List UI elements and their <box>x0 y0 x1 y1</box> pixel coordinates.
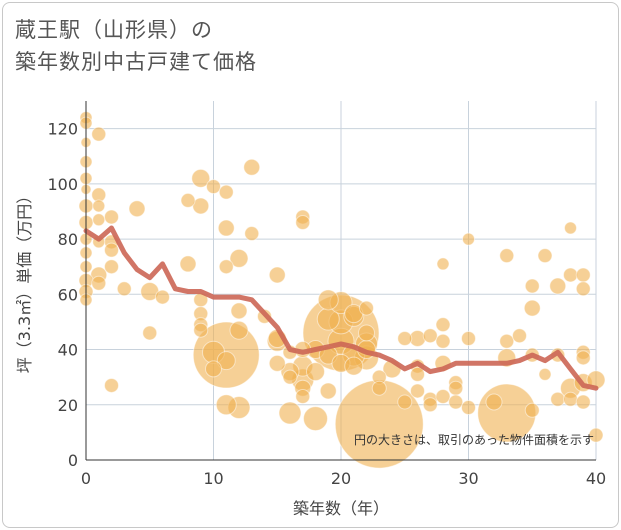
transaction-bubble <box>410 366 425 382</box>
y-axis-label: 坪（3.3㎡）単価（万円） <box>15 188 34 373</box>
transaction-bubble <box>461 400 476 416</box>
transaction-bubble <box>243 158 261 176</box>
transaction-bubble <box>104 377 119 393</box>
transaction-bubble <box>436 257 450 271</box>
chart-title: 蔵王駅（山形県）の 築年数別中古戸建て価格 <box>15 14 257 78</box>
transaction-bubble <box>422 328 438 344</box>
x-tick-label: 30 <box>458 469 478 488</box>
transaction-bubble <box>104 209 119 225</box>
transaction-bubble <box>575 281 591 297</box>
transaction-bubble <box>344 356 364 376</box>
bubble-size-note: 円の大きさは、取引のあった物件面積を示す <box>354 432 594 447</box>
transaction-bubble <box>524 402 540 418</box>
transaction-bubble <box>92 213 106 227</box>
transaction-bubble <box>116 281 132 297</box>
transaction-bubble <box>512 328 527 344</box>
transaction-bubble <box>448 380 464 396</box>
transaction-bubble <box>448 394 464 410</box>
transaction-bubble <box>462 232 475 246</box>
transaction-bubble <box>575 394 591 410</box>
transaction-bubble <box>128 200 146 218</box>
average-price-line <box>83 225 599 391</box>
transaction-bubble <box>575 350 591 366</box>
transaction-bubble <box>422 397 438 413</box>
y-tick-label: 120 <box>47 120 78 139</box>
transaction-bubble <box>244 226 260 242</box>
transaction-bubble <box>303 406 328 432</box>
transaction-bubble <box>359 300 374 316</box>
transaction-bubble <box>193 322 209 338</box>
transaction-bubble <box>358 324 375 342</box>
y-tick-label: 0 <box>68 451 78 470</box>
transaction-bubble <box>216 351 236 371</box>
transaction-bubble <box>550 391 566 407</box>
x-tick-label: 0 <box>81 469 91 488</box>
chart-title-line1: 蔵王駅（山形県）の <box>15 18 213 42</box>
transaction-bubble <box>205 360 222 378</box>
transaction-bubble <box>104 259 119 275</box>
transaction-bubble <box>461 330 476 346</box>
transaction-bubble <box>563 391 578 407</box>
transaction-bubble <box>435 317 451 333</box>
transaction-bubble <box>371 380 387 396</box>
transaction-bubble <box>104 242 119 258</box>
transaction-bubble <box>191 168 211 188</box>
transaction-bubble <box>230 302 248 320</box>
transaction-bubble <box>537 248 553 264</box>
transaction-bubble <box>206 179 221 195</box>
transaction-bubble <box>218 184 234 200</box>
transaction-bubble <box>563 267 578 283</box>
transaction-bubble <box>410 383 425 399</box>
transaction-bubble <box>538 367 552 381</box>
transaction-bubble <box>397 330 413 346</box>
transaction-bubble <box>282 369 298 385</box>
transaction-bubble <box>268 354 286 372</box>
transaction-bubble <box>229 320 249 340</box>
transaction-bubble <box>229 248 249 268</box>
y-tick-label: 80 <box>58 230 78 249</box>
x-tick-label: 10 <box>203 469 223 488</box>
transaction-bubble <box>180 192 196 208</box>
transaction-bubble <box>91 126 107 142</box>
y-tick-label: 60 <box>58 285 78 304</box>
y-tick-label: 20 <box>58 396 78 415</box>
transaction-bubble <box>91 275 107 291</box>
transaction-bubble <box>588 427 604 443</box>
transaction-bubble <box>523 299 541 317</box>
transaction-bubble <box>524 278 540 294</box>
transaction-bubble <box>268 266 286 284</box>
transaction-bubble <box>499 248 515 264</box>
x-tick-label: 20 <box>331 469 351 488</box>
transaction-bubble <box>278 401 302 425</box>
transaction-bubble <box>397 394 413 410</box>
transaction-bubble <box>549 277 567 295</box>
axes: 0 10 20 30 40 0 20 40 60 80 100 120 <box>47 101 606 488</box>
transaction-bubble <box>179 255 197 273</box>
chart-title-line2: 築年数別中古戸建て価格 <box>15 50 257 74</box>
transaction-bubble <box>92 199 106 213</box>
transaction-bubble <box>435 388 451 404</box>
transaction-bubble <box>499 333 515 349</box>
transaction-bubble <box>218 259 234 275</box>
transaction-bubble <box>295 215 311 231</box>
transaction-bubble <box>564 221 577 235</box>
transaction-bubble <box>295 388 311 404</box>
transaction-bubble <box>575 267 591 283</box>
y-tick-label: 100 <box>47 175 78 194</box>
transaction-bubble <box>155 289 170 305</box>
x-axis-label: 築年数（年） <box>293 499 389 518</box>
transaction-bubble <box>319 382 337 400</box>
transaction-bubble <box>317 289 339 311</box>
transaction-bubble <box>217 219 235 237</box>
x-tick-label: 40 <box>586 469 606 488</box>
y-tick-label: 40 <box>58 341 78 360</box>
transaction-bubble <box>142 325 158 341</box>
transaction-bubble <box>306 362 325 382</box>
transaction-bubble <box>215 394 237 416</box>
transaction-bubble <box>485 393 503 411</box>
transaction-bubble <box>435 333 451 349</box>
